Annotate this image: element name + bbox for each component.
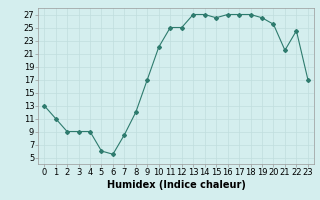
X-axis label: Humidex (Indice chaleur): Humidex (Indice chaleur) xyxy=(107,180,245,190)
